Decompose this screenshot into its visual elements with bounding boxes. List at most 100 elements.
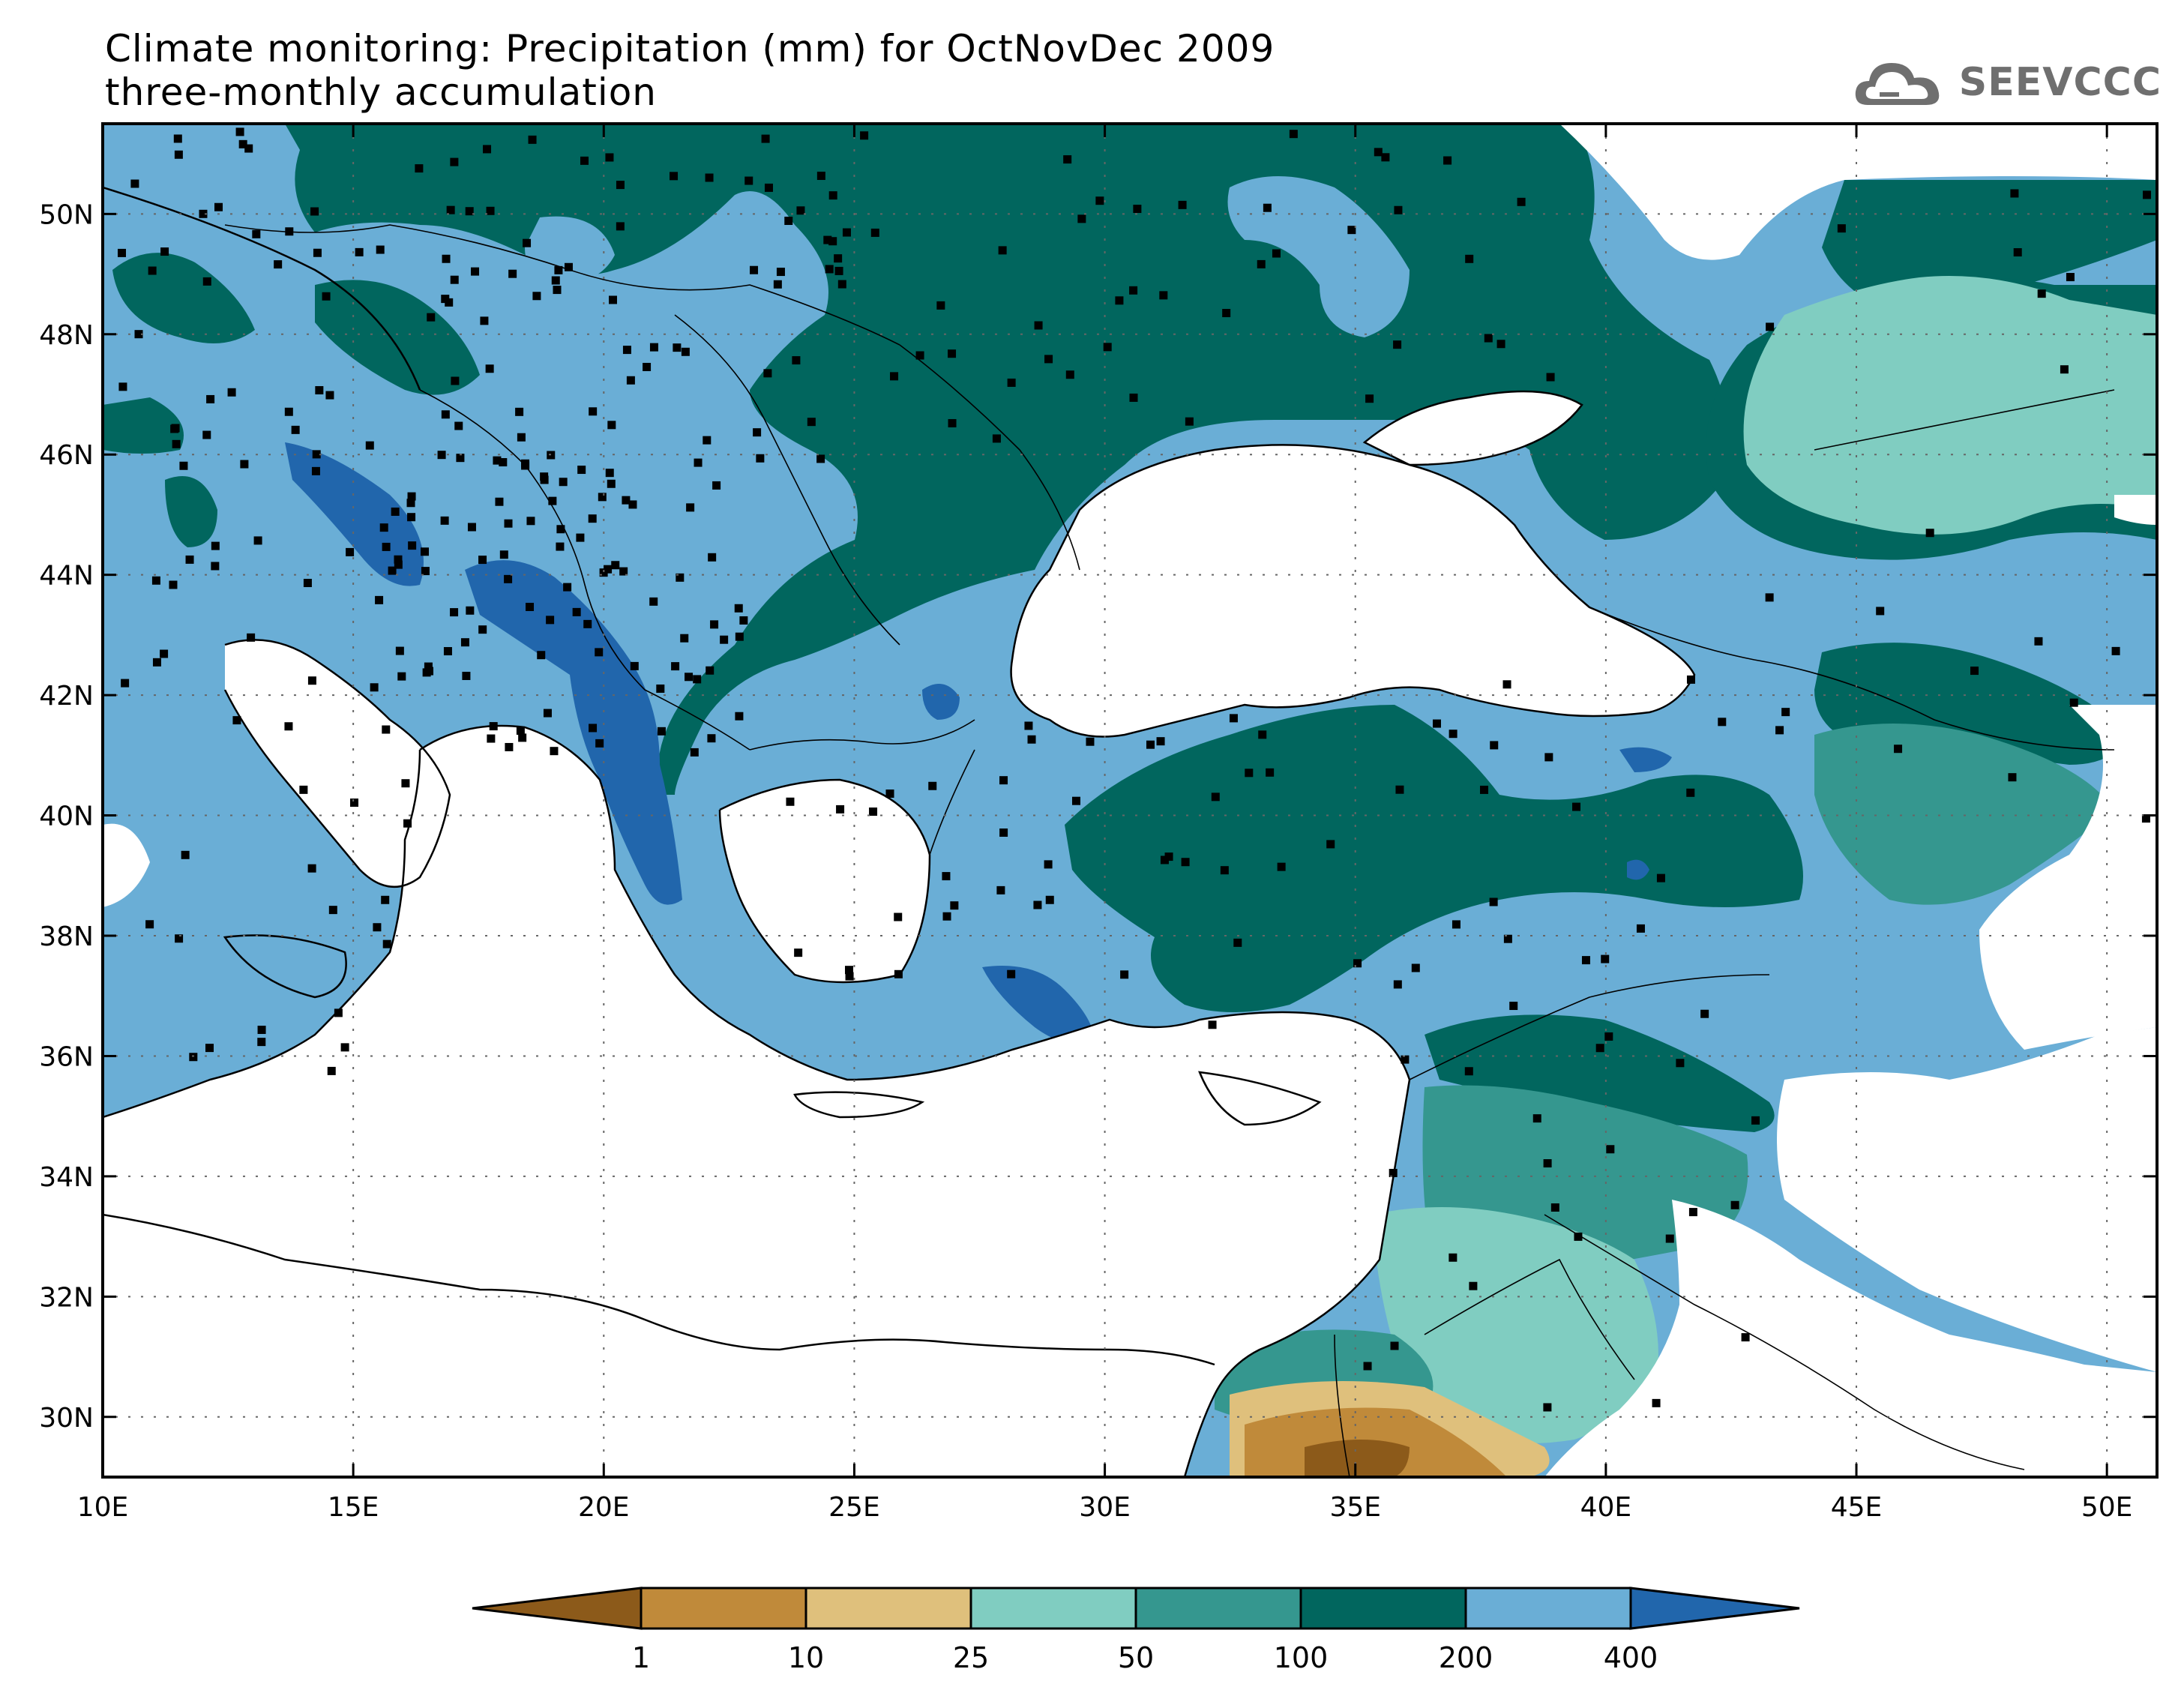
station-marker [1686, 788, 1695, 797]
station-marker [1656, 873, 1665, 882]
station-marker [516, 726, 525, 735]
station-marker [532, 292, 541, 301]
station-marker [735, 712, 744, 721]
station-marker [673, 343, 682, 352]
station-marker [589, 724, 598, 733]
station-marker [1452, 920, 1460, 929]
station-marker [1544, 753, 1553, 762]
station-marker [174, 150, 183, 159]
station-marker [1374, 148, 1383, 157]
y-tick-label: 32N [39, 1282, 94, 1313]
station-marker [942, 872, 951, 881]
station-marker [942, 912, 951, 921]
station-marker [915, 351, 924, 360]
station-marker [707, 734, 716, 743]
station-marker [588, 514, 597, 523]
station-marker [712, 481, 721, 490]
station-marker [1393, 340, 1402, 349]
station-marker [451, 376, 460, 385]
station-marker [375, 595, 384, 604]
station-marker [1652, 1398, 1661, 1407]
station-marker [1389, 1168, 1398, 1177]
station-marker [1837, 224, 1846, 233]
station-marker [816, 171, 825, 180]
station-marker [421, 547, 430, 556]
station-marker [685, 673, 694, 682]
station-marker [761, 134, 770, 143]
station-marker [382, 939, 391, 948]
station-marker [487, 734, 496, 743]
station-marker [680, 634, 689, 643]
station-marker [450, 157, 459, 166]
station-marker [403, 819, 412, 828]
station-marker [394, 560, 403, 569]
station-marker [499, 550, 508, 559]
station-marker [825, 265, 834, 274]
station-marker [205, 1044, 214, 1053]
station-marker [649, 343, 658, 352]
station-marker [257, 1038, 266, 1047]
station-marker [478, 556, 487, 565]
station-marker [1365, 394, 1374, 403]
y-tick-label: 50N [39, 199, 94, 230]
y-tick-label: 38N [39, 921, 94, 952]
station-marker [202, 430, 211, 439]
y-tick-label: 44N [39, 561, 94, 592]
station-marker [485, 364, 494, 373]
station-marker [456, 454, 465, 463]
station-marker [365, 441, 374, 450]
station-marker [1086, 737, 1095, 746]
station-marker [526, 517, 535, 526]
station-marker [443, 647, 452, 656]
station-marker [504, 574, 513, 583]
station-marker [466, 606, 475, 615]
station-marker [676, 573, 685, 582]
station-marker [556, 542, 565, 551]
station-marker [776, 268, 785, 277]
station-marker [311, 466, 320, 475]
station-marker [526, 602, 535, 611]
station-marker [1129, 286, 1138, 295]
station-marker [670, 172, 679, 181]
station-marker [313, 248, 322, 257]
station-marker [151, 576, 160, 585]
station-marker [307, 864, 316, 873]
station-marker [206, 394, 215, 403]
country-borders [224, 224, 2115, 1477]
station-marker [1289, 130, 1298, 139]
station-marker [1095, 196, 1104, 205]
station-marker [284, 407, 293, 416]
station-marker [424, 662, 433, 671]
station-marker [397, 672, 406, 681]
station-marker [563, 583, 572, 592]
station-marker [1751, 1116, 1760, 1125]
station-marker [1245, 769, 1254, 778]
station-marker [523, 238, 532, 247]
station-marker [630, 661, 639, 670]
station-marker [152, 658, 161, 667]
station-marker [643, 362, 652, 371]
station-marker [1676, 1059, 1685, 1068]
station-marker [395, 646, 404, 655]
station-marker [1045, 895, 1054, 904]
station-marker [408, 541, 417, 550]
station-marker [1480, 785, 1489, 794]
station-marker [214, 202, 223, 211]
station-marker [1489, 897, 1498, 906]
station-marker [179, 461, 188, 470]
station-marker [1517, 197, 1526, 206]
station-marker [999, 776, 1008, 785]
colorbar-segment [640, 1587, 807, 1630]
station-marker [543, 709, 552, 718]
station-marker [720, 635, 729, 644]
station-marker [175, 934, 184, 943]
station-marker [553, 286, 562, 295]
station-marker [189, 1053, 198, 1062]
station-marker [2037, 289, 2046, 298]
station-marker [708, 553, 717, 562]
x-tick-label: 45E [1831, 1492, 1883, 1523]
station-marker [284, 722, 293, 731]
station-marker [1484, 334, 1493, 343]
station-marker [816, 454, 825, 463]
station-marker [181, 850, 190, 859]
